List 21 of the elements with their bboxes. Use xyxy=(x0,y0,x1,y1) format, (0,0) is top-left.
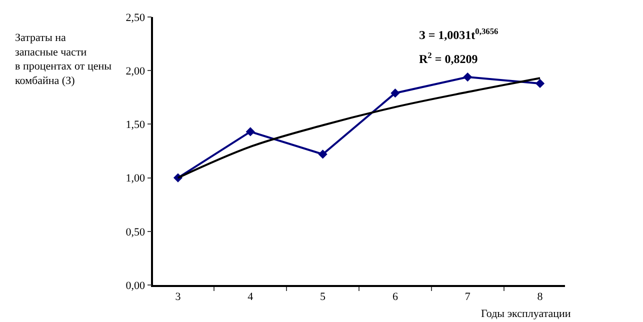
point xyxy=(246,127,255,136)
y-tick-label: 1,00 xyxy=(126,172,146,185)
y-tick-label: 1,50 xyxy=(126,119,146,132)
x-tick-label: 5 xyxy=(320,290,326,303)
annotation: З = 1,0031t$^{0,3656}$ xyxy=(419,27,498,42)
annotation: R$^{2}$ = 0,8209 xyxy=(419,51,478,66)
y-tick-label: 2,00 xyxy=(126,65,146,78)
point xyxy=(535,78,545,88)
y-axis-title: Затраты на запасные части в процентах от цены комбайна (З) xyxy=(15,32,112,87)
point xyxy=(463,72,472,82)
x-axis-title: Годы эксплуатации xyxy=(481,308,571,320)
point xyxy=(318,150,328,159)
x-tick-label: 8 xyxy=(537,290,544,303)
x-tick-label: 7 xyxy=(464,290,471,303)
point xyxy=(390,88,400,98)
y-tick-label: 0,00 xyxy=(126,280,146,292)
x-tick-label: 4 xyxy=(248,290,254,303)
x-tick-label: 6 xyxy=(392,290,398,303)
y-tick-label: 0,50 xyxy=(126,226,146,238)
y-tick-label: 2,50 xyxy=(126,12,146,24)
x-tick-label: 3 xyxy=(175,290,182,303)
